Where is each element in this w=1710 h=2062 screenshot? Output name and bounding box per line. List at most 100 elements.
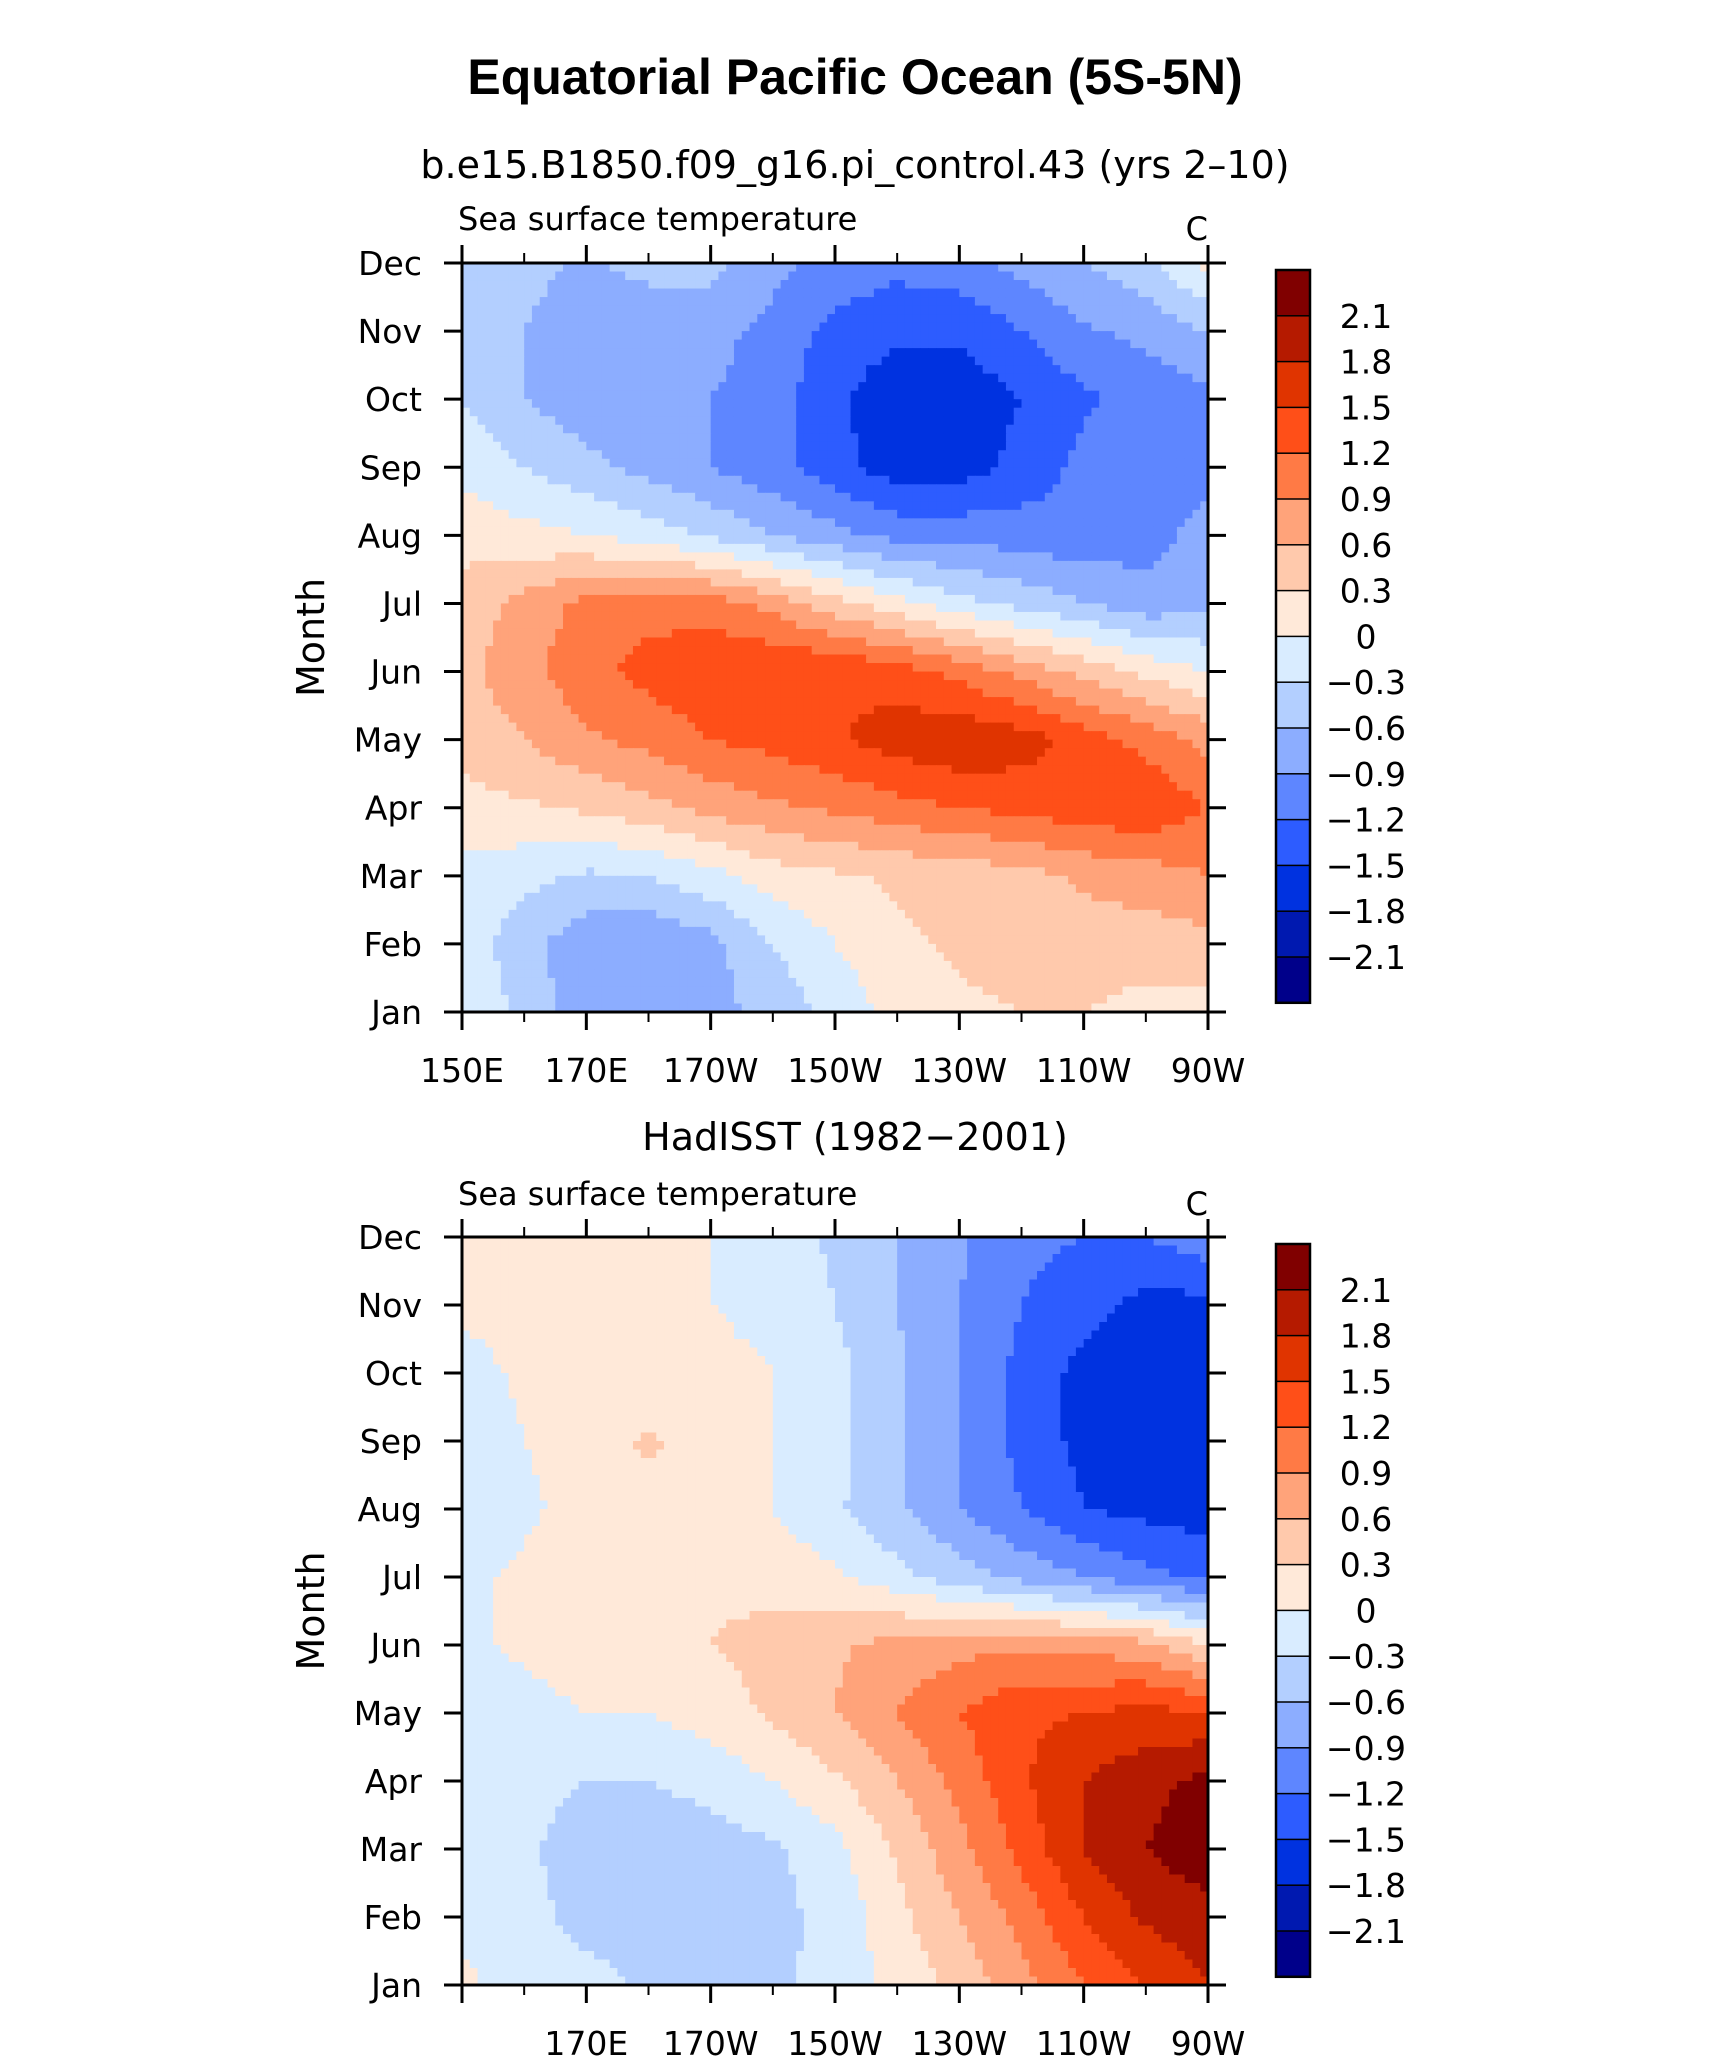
contour-cell bbox=[741, 501, 751, 511]
contour-cell bbox=[1114, 620, 1124, 630]
contour-cell bbox=[850, 331, 859, 341]
contour-cell bbox=[508, 288, 517, 298]
contour-cell bbox=[508, 518, 517, 528]
contour-cell bbox=[531, 611, 541, 622]
contour-cell bbox=[524, 450, 533, 460]
contour-cell bbox=[718, 586, 727, 596]
contour-cell bbox=[469, 663, 479, 673]
contour-cell bbox=[920, 509, 929, 519]
contour-cell bbox=[920, 680, 929, 690]
contour-cell bbox=[702, 518, 712, 528]
contour-cell bbox=[594, 501, 603, 511]
contour-cell bbox=[780, 611, 789, 622]
contour-cell bbox=[695, 646, 704, 656]
contour-cell bbox=[1013, 637, 1023, 647]
contour-cell bbox=[765, 509, 774, 519]
contour-cell bbox=[920, 526, 929, 536]
contour-cell bbox=[625, 569, 634, 579]
contour-cell bbox=[702, 560, 712, 571]
contour-cell bbox=[920, 484, 929, 494]
contour-cell bbox=[1192, 339, 1201, 349]
contour-cell bbox=[609, 433, 619, 443]
contour-cell bbox=[959, 390, 968, 400]
contour-cell bbox=[780, 297, 789, 307]
contour-cell bbox=[788, 646, 797, 656]
contour-cell bbox=[1013, 382, 1023, 392]
contour-cell bbox=[1052, 458, 1061, 468]
contour-cell bbox=[1138, 680, 1147, 690]
contour-cell bbox=[726, 628, 735, 639]
contour-cell bbox=[967, 399, 976, 409]
contour-cell bbox=[1153, 458, 1162, 468]
contour-cell bbox=[990, 628, 999, 639]
contour-cell bbox=[842, 577, 852, 588]
contour-cell bbox=[1068, 620, 1077, 630]
contour-cell bbox=[741, 518, 751, 528]
contour-cell bbox=[990, 509, 999, 519]
contour-cell bbox=[469, 356, 479, 366]
contour-cell bbox=[1013, 688, 1023, 698]
contour-cell bbox=[881, 348, 890, 358]
contour-cell bbox=[578, 339, 587, 349]
contour-cell bbox=[842, 594, 852, 605]
contour-cell bbox=[671, 373, 681, 383]
contour-cell bbox=[555, 628, 564, 639]
contour-cell bbox=[765, 518, 774, 528]
contour-cell bbox=[959, 467, 968, 477]
contour-cell bbox=[733, 654, 743, 664]
contour-cell bbox=[687, 305, 696, 315]
contour-cell bbox=[990, 594, 999, 605]
contour-cell bbox=[1068, 288, 1077, 298]
contour-cell bbox=[578, 271, 587, 281]
contour-cell bbox=[936, 433, 945, 443]
contour-cell bbox=[1114, 356, 1124, 366]
contour-cell bbox=[897, 484, 906, 494]
contour-cell bbox=[796, 492, 805, 502]
contour-cell bbox=[1044, 297, 1054, 307]
contour-cell bbox=[912, 382, 922, 392]
contour-cell bbox=[1075, 450, 1085, 460]
contour-cell bbox=[920, 552, 929, 562]
contour-cell bbox=[920, 475, 929, 485]
contour-cell bbox=[1044, 475, 1054, 485]
contour-cell bbox=[640, 356, 650, 366]
contour-cell bbox=[765, 697, 774, 707]
contour-cell bbox=[835, 535, 844, 545]
contour-cell bbox=[539, 263, 549, 273]
contour-cell bbox=[664, 263, 673, 273]
contour-cell bbox=[500, 654, 510, 664]
contour-cell bbox=[594, 424, 603, 434]
contour-cell bbox=[695, 637, 704, 647]
contour-cell bbox=[1161, 552, 1170, 562]
contour-cell bbox=[586, 526, 595, 536]
contour-cell bbox=[1060, 620, 1069, 630]
contour-cell bbox=[967, 356, 976, 366]
contour-cell bbox=[1068, 458, 1077, 468]
contour-cell bbox=[462, 365, 471, 375]
contour-cell bbox=[1060, 373, 1069, 383]
contour-cell bbox=[617, 416, 626, 426]
contour-cell bbox=[1138, 594, 1147, 605]
contour-cell bbox=[617, 671, 626, 681]
contour-cell bbox=[679, 475, 688, 485]
contour-cell bbox=[866, 484, 875, 494]
contour-cell bbox=[702, 492, 712, 502]
contour-cell bbox=[827, 569, 836, 579]
contour-cell bbox=[1029, 586, 1038, 596]
contour-cell bbox=[741, 560, 751, 571]
contour-cell bbox=[586, 331, 595, 341]
contour-cell bbox=[1184, 297, 1194, 307]
contour-cell bbox=[477, 586, 486, 596]
contour-cell bbox=[772, 450, 782, 460]
contour-cell bbox=[819, 475, 828, 485]
contour-cell bbox=[710, 492, 720, 502]
contour-cell bbox=[796, 441, 805, 451]
contour-cell bbox=[1130, 552, 1139, 562]
contour-cell bbox=[842, 365, 852, 375]
contour-cell bbox=[912, 373, 922, 383]
contour-cell bbox=[866, 535, 875, 545]
contour-cell bbox=[912, 322, 922, 332]
contour-cell bbox=[1122, 475, 1131, 485]
contour-cell bbox=[1106, 680, 1116, 690]
contour-cell bbox=[1114, 509, 1124, 519]
